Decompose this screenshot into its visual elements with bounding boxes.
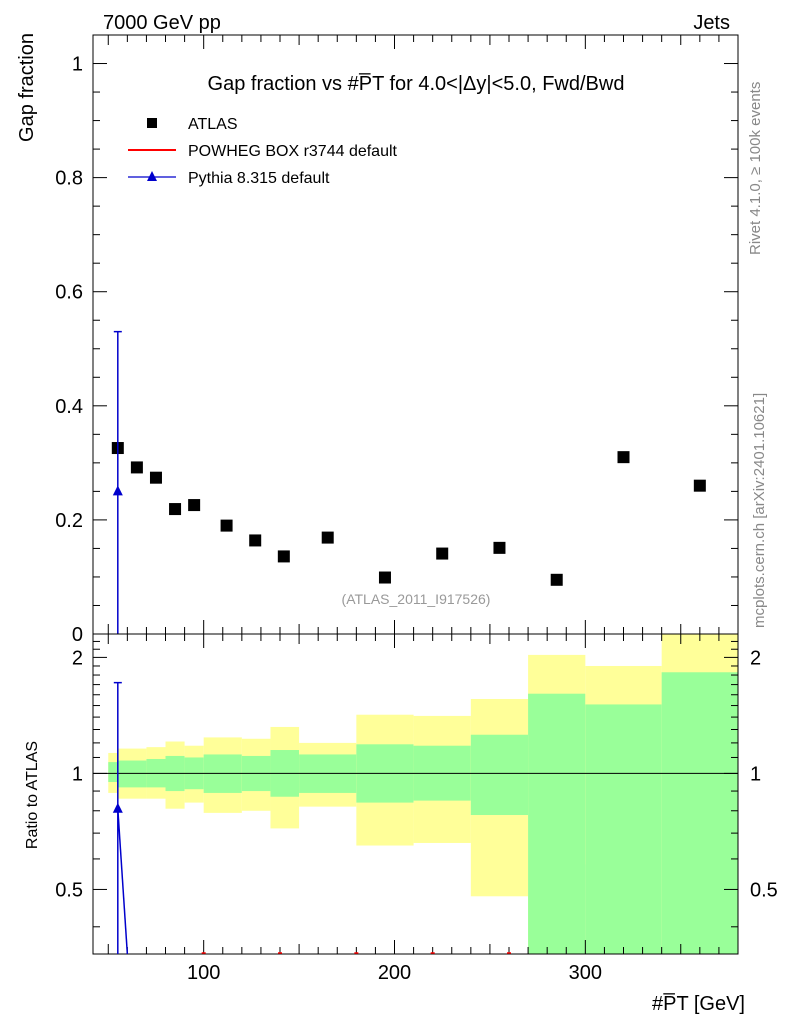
ratio-y-axis-label: Ratio to ATLAS bbox=[24, 741, 41, 849]
energy-label: 7000 GeV pp bbox=[103, 12, 221, 34]
rivet-label: Rivet 4.1.0, ≥ 100k events bbox=[747, 82, 764, 255]
main-y-tick-label: 0.2 bbox=[55, 510, 83, 532]
x-tick-label: 300 bbox=[569, 962, 602, 984]
legend-pythia-marker bbox=[147, 171, 157, 181]
pythia-ratio-line bbox=[117, 808, 129, 955]
atlas-point-13 bbox=[617, 451, 630, 464]
legend-atlas-marker bbox=[147, 118, 157, 128]
main-y-tick-label: 0 bbox=[72, 624, 83, 646]
legend-atlas-label: ATLAS bbox=[188, 116, 238, 133]
x-tick-label: 100 bbox=[187, 962, 220, 984]
atlas-point-14 bbox=[693, 479, 706, 492]
atlas-point-1 bbox=[130, 461, 143, 474]
legend: ATLAS POWHEG BOX r3744 default Pythia 8.… bbox=[128, 116, 398, 187]
ratio-y-tick-label: 2 bbox=[72, 647, 83, 669]
green-band-13 bbox=[585, 704, 662, 954]
x-axis-label: #P̅T [GeV] bbox=[652, 992, 745, 1015]
x-tick-label: 200 bbox=[378, 962, 411, 984]
ratio-data-marks bbox=[112, 681, 512, 955]
atlas-point-7 bbox=[277, 550, 290, 563]
ratio-y-tick-label-right: 1 bbox=[750, 763, 761, 785]
watermark-label: (ATLAS_2011_I917526) bbox=[342, 591, 491, 607]
atlas-point-12 bbox=[550, 573, 563, 586]
main-panel: Gap fraction Gap fraction vs #P̅T for 4.… bbox=[16, 33, 739, 646]
atlas-point-8 bbox=[321, 531, 334, 544]
ratio-frame bbox=[92, 633, 739, 955]
atlas-point-6 bbox=[249, 534, 262, 547]
mcplots-label: mcplots.cern.ch [arXiv:2401.10621] bbox=[751, 393, 768, 628]
ratio-y-tick-label: 0.5 bbox=[55, 879, 83, 901]
main-data-marks bbox=[111, 330, 706, 634]
atlas-point-11 bbox=[493, 541, 506, 554]
pythia-ratio-point bbox=[112, 802, 123, 813]
atlas-point-3 bbox=[169, 503, 182, 516]
ratio-y-tick-label: 1 bbox=[72, 763, 83, 785]
ratio-panel: 0.5 0.5 1 1 2 2 100 200 300 Ratio to ATLAS #P̅T … bbox=[24, 633, 778, 1015]
green-band-14 bbox=[661, 672, 738, 954]
atlas-point-9 bbox=[378, 571, 391, 584]
atlas-point-10 bbox=[436, 547, 449, 560]
main-y-axis-label: Gap fraction bbox=[16, 33, 38, 142]
main-axes: 0 0.2 0.4 0.6 0.8 1 bbox=[55, 34, 739, 646]
green-band-12 bbox=[528, 693, 586, 954]
main-y-tick-label: 0.4 bbox=[55, 396, 83, 418]
atlas-point-5 bbox=[220, 519, 233, 532]
ratio-bands bbox=[108, 634, 738, 954]
ratio-y-tick-label-right: 0.5 bbox=[750, 879, 778, 901]
ratio-y-tick-label-right: 2 bbox=[750, 647, 761, 669]
jets-label: Jets bbox=[693, 12, 730, 34]
green-band-0 bbox=[108, 762, 118, 783]
main-y-tick-label: 1 bbox=[72, 54, 83, 76]
atlas-point-2 bbox=[149, 471, 162, 484]
main-y-tick-label: 0.8 bbox=[55, 168, 83, 190]
atlas-point-4 bbox=[188, 499, 201, 512]
pythia-point-0 bbox=[112, 485, 123, 496]
legend-pythia-label: Pythia 8.315 default bbox=[188, 170, 330, 187]
ratio-axes: 0.5 0.5 1 1 2 2 100 200 300 bbox=[55, 633, 778, 984]
green-band-1 bbox=[117, 760, 147, 788]
main-y-tick-label: 0.6 bbox=[55, 282, 83, 304]
legend-powheg-label: POWHEG BOX r3744 default bbox=[188, 143, 398, 160]
green-band-11 bbox=[470, 734, 529, 816]
main-title: Gap fraction vs #P̅T for 4.0<|Δy|<5.0, F… bbox=[208, 72, 625, 95]
